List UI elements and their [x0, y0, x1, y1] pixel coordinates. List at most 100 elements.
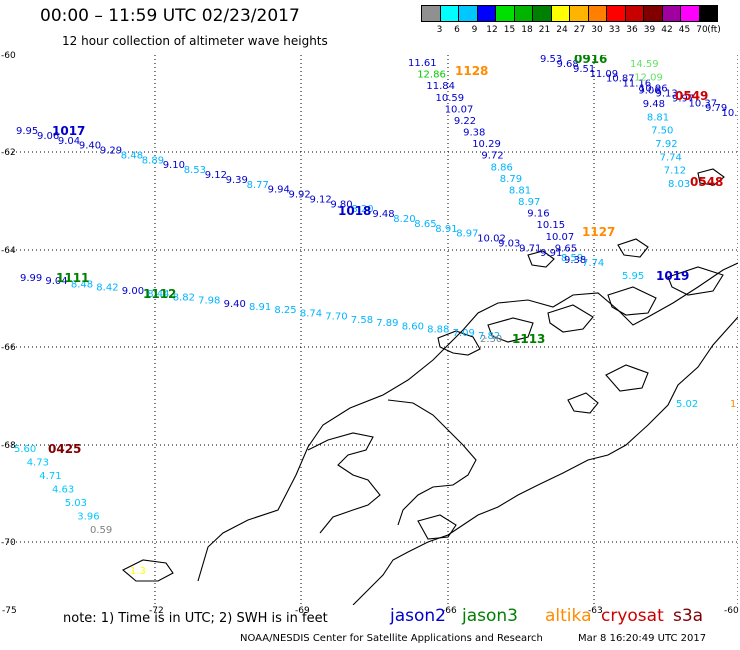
- swh-observation: 8.97: [518, 197, 540, 208]
- pass-time-label: 1113: [512, 332, 545, 346]
- swh-observation: 7.74: [660, 152, 682, 163]
- color-scale-labels: 3 6 9 12 15 18 21 24 27 30 33 36 39 42 45 70 (ft): [422, 25, 721, 37]
- pass-time-label: 1017: [52, 124, 85, 138]
- lat-tick-label: -70: [1, 538, 16, 548]
- scale-label: 15: [503, 25, 516, 35]
- scale-label: 27: [573, 25, 586, 35]
- scale-label: 36: [626, 25, 638, 35]
- swh-observation: 9.48: [643, 99, 665, 110]
- track-jason2-1019: 5.95 1019: [622, 269, 689, 283]
- track-jason3-1111: 9.99 9.04 8.48 8.42 9.00 8.44 8.82 7.98 9.40 8.91…: [20, 271, 500, 342]
- swh-observation: 10.37: [689, 98, 718, 109]
- swh-observation: 10.59: [436, 93, 465, 104]
- island-3: [547, 304, 594, 333]
- swh-observation: 8.82: [173, 292, 195, 303]
- island-12: [697, 168, 725, 186]
- swh-observation: 9.04: [45, 276, 67, 287]
- color-scale-swatches: [421, 5, 718, 22]
- swh-observation: 5.03: [65, 498, 87, 509]
- inland-coast-2: [387, 399, 477, 526]
- scale-label: 9: [471, 25, 478, 35]
- altimeter-tracks: 9.959.069.049.409.298.488.899.108.539.12…: [14, 55, 738, 577]
- pass-time-label: 1018: [338, 204, 371, 218]
- lat-tick-label: -64: [1, 246, 16, 256]
- swh-observation: 9.79: [705, 103, 727, 114]
- swh-observation: 8.48: [71, 279, 93, 290]
- track-cryosat-0548: 0548: [690, 175, 723, 189]
- swh-observation: 3.96: [77, 512, 99, 523]
- swh-observation: 8.65: [414, 219, 436, 230]
- lon-tick-label: -69: [295, 606, 310, 616]
- swh-observation: 9.29: [100, 146, 122, 157]
- swh-observation: 9.95: [16, 126, 38, 137]
- scale-label: 18: [521, 25, 533, 35]
- pass-time-label: 0916: [574, 55, 607, 66]
- credit-timestamp: Mar 8 16:20:49 UTC 2017: [578, 633, 707, 644]
- pass-time-label: 1112: [143, 287, 176, 301]
- pass-time-label: 1127: [582, 225, 615, 239]
- swh-observation: 1: [730, 399, 736, 410]
- swh-observation: 10.87: [606, 74, 635, 85]
- swh-observation: 9.53: [540, 55, 562, 65]
- swh-observation: 4.71: [39, 471, 61, 482]
- island-11: [617, 238, 649, 258]
- swh-observation: 14.59: [630, 59, 659, 70]
- track-altika-1128: 11.6112.8611.8410.5910.079.229.3810.299.…: [408, 58, 586, 266]
- swh-observation: 9.06: [638, 86, 660, 97]
- swh-observation: 7.09: [453, 328, 475, 339]
- swh-observation: 9.94: [268, 185, 290, 196]
- lat-tick-label: -60: [1, 51, 16, 61]
- swh-observation: 8.81: [647, 112, 669, 123]
- swh-observation: 9.12: [205, 170, 227, 181]
- lat-tick-label: -68: [1, 441, 16, 451]
- swh-observation: 8.74: [300, 308, 322, 319]
- lat-tick-label: -62: [1, 148, 16, 158]
- scale-label: 21: [538, 25, 551, 35]
- swh-observation: 1.3: [130, 566, 146, 577]
- satellite-legend-altika: altika: [545, 606, 592, 626]
- swh-observation: 9.91: [540, 248, 562, 259]
- swh-observation: 9.51: [573, 64, 595, 75]
- lon-tick-label: -60: [724, 606, 739, 616]
- swh-observation: 9.00: [122, 286, 144, 297]
- swh-observation: 12.86: [417, 70, 446, 81]
- swh-observation: 9.71: [519, 243, 541, 254]
- swh-observation: 9.97: [672, 93, 694, 104]
- swh-observation: 7.82: [478, 331, 500, 342]
- scale-swatch: [550, 5, 570, 22]
- swh-observation: 11.16: [623, 79, 652, 90]
- scale-swatch: [421, 5, 441, 22]
- swh-observation: 8.77: [247, 180, 269, 191]
- pass-time-label: 1128: [455, 64, 488, 78]
- scale-swatch: [587, 5, 607, 22]
- scale-swatch: [624, 5, 644, 22]
- swh-observation: 8.42: [96, 283, 118, 294]
- track-jason2-1017: 9.959.069.049.409.298.488.899.108.539.12…: [16, 124, 604, 269]
- lon-tick-label: -72: [149, 606, 164, 616]
- swh-observation: 8.25: [274, 305, 296, 316]
- track-cryosat-0549: 14.59 12.09 9.06 9.48 8.81 7.50 7.92 7.74 7.12 8.…: [630, 59, 708, 190]
- swh-observation: 9.72: [481, 151, 503, 162]
- swh-observation: 10.07: [546, 232, 575, 243]
- satellite-legend-s3a: s3a: [673, 606, 704, 626]
- swh-observation: 9.65: [555, 243, 577, 254]
- scale-label: 70: [696, 25, 708, 35]
- swh-observation: 9.39: [226, 175, 248, 186]
- swh-observation: 9.48: [372, 209, 394, 220]
- swh-observation: 9.04: [58, 136, 80, 147]
- scale-label: 24: [556, 25, 568, 35]
- swh-observation: 0.59: [90, 525, 112, 536]
- swh-observation: 8.20: [393, 214, 415, 225]
- scale-label: 3: [436, 25, 443, 35]
- swh-observation: 9.06: [37, 131, 59, 142]
- scale-label: (ft): [707, 25, 721, 35]
- scale-swatch: [476, 5, 496, 22]
- swh-observation: 4.63: [52, 485, 74, 496]
- scale-swatch: [513, 5, 533, 22]
- coastline: [122, 168, 738, 605]
- swh-observation: 10.75: [722, 108, 739, 119]
- swh-observation: 11.09: [590, 69, 619, 80]
- track-jason3-1113: 2.30 1113: [480, 332, 545, 346]
- scale-label: 6: [454, 25, 460, 35]
- scale-swatch: [439, 5, 459, 22]
